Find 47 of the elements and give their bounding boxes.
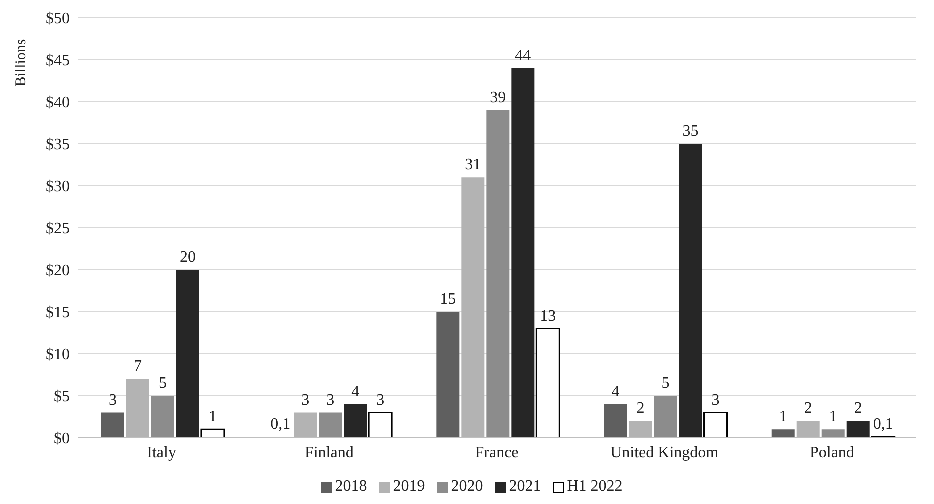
data-label: 13 [540, 308, 556, 325]
data-label: 2 [804, 400, 812, 418]
data-label: 5 [158, 375, 167, 392]
y-tick-label: $45 [46, 52, 70, 70]
y-axis-title: Billions [14, 39, 30, 87]
data-label: 3 [108, 392, 117, 409]
data-label: 0,1 [270, 416, 291, 434]
legend-label: 2021 [508, 478, 542, 496]
data-label: 35 [682, 123, 699, 140]
data-label: 39 [490, 89, 506, 106]
legend-label: 2018 [334, 478, 368, 496]
x-tick-label: Finland [304, 444, 354, 462]
y-tick-label: $15 [46, 304, 70, 322]
data-label: 2 [636, 400, 645, 418]
data-label: 44 [515, 47, 532, 64]
y-tick-label: $40 [46, 94, 70, 112]
y-tick-label: $0 [54, 430, 70, 448]
y-tick-label: $10 [46, 346, 70, 364]
x-tick-label: France [475, 444, 519, 462]
data-label: 1 [208, 408, 217, 426]
y-tick-label: $20 [46, 262, 70, 280]
data-label: 1 [829, 408, 838, 426]
x-tick-label: Italy [147, 444, 176, 462]
y-tick-label: $5 [54, 388, 70, 406]
data-label: 20 [180, 249, 196, 266]
data-label: 4 [352, 383, 360, 400]
legend-label: 2019 [392, 478, 426, 496]
data-label: 3 [376, 392, 385, 409]
y-tick-label: $30 [46, 178, 70, 196]
data-label: 2 [854, 400, 862, 418]
data-label: 15 [440, 291, 456, 308]
data-label: 5 [662, 375, 670, 392]
data-label: 0,1 [873, 416, 894, 434]
data-label: 7 [134, 358, 142, 376]
legend-label: H1 2022 [566, 478, 623, 496]
data-label: 3 [712, 392, 720, 409]
data-label: 3 [302, 392, 310, 409]
y-tick-label: $50 [46, 10, 70, 28]
x-tick-label: Poland [810, 444, 854, 462]
y-tick-label: $35 [46, 136, 70, 154]
data-label: 31 [465, 156, 482, 174]
y-tick-label: $25 [46, 220, 70, 238]
x-tick-label: United Kingdom [610, 444, 720, 462]
data-label: 3 [326, 392, 335, 409]
data-label: 4 [612, 383, 620, 400]
data-label: 1 [779, 408, 788, 426]
legend-label: 2020 [450, 478, 484, 496]
